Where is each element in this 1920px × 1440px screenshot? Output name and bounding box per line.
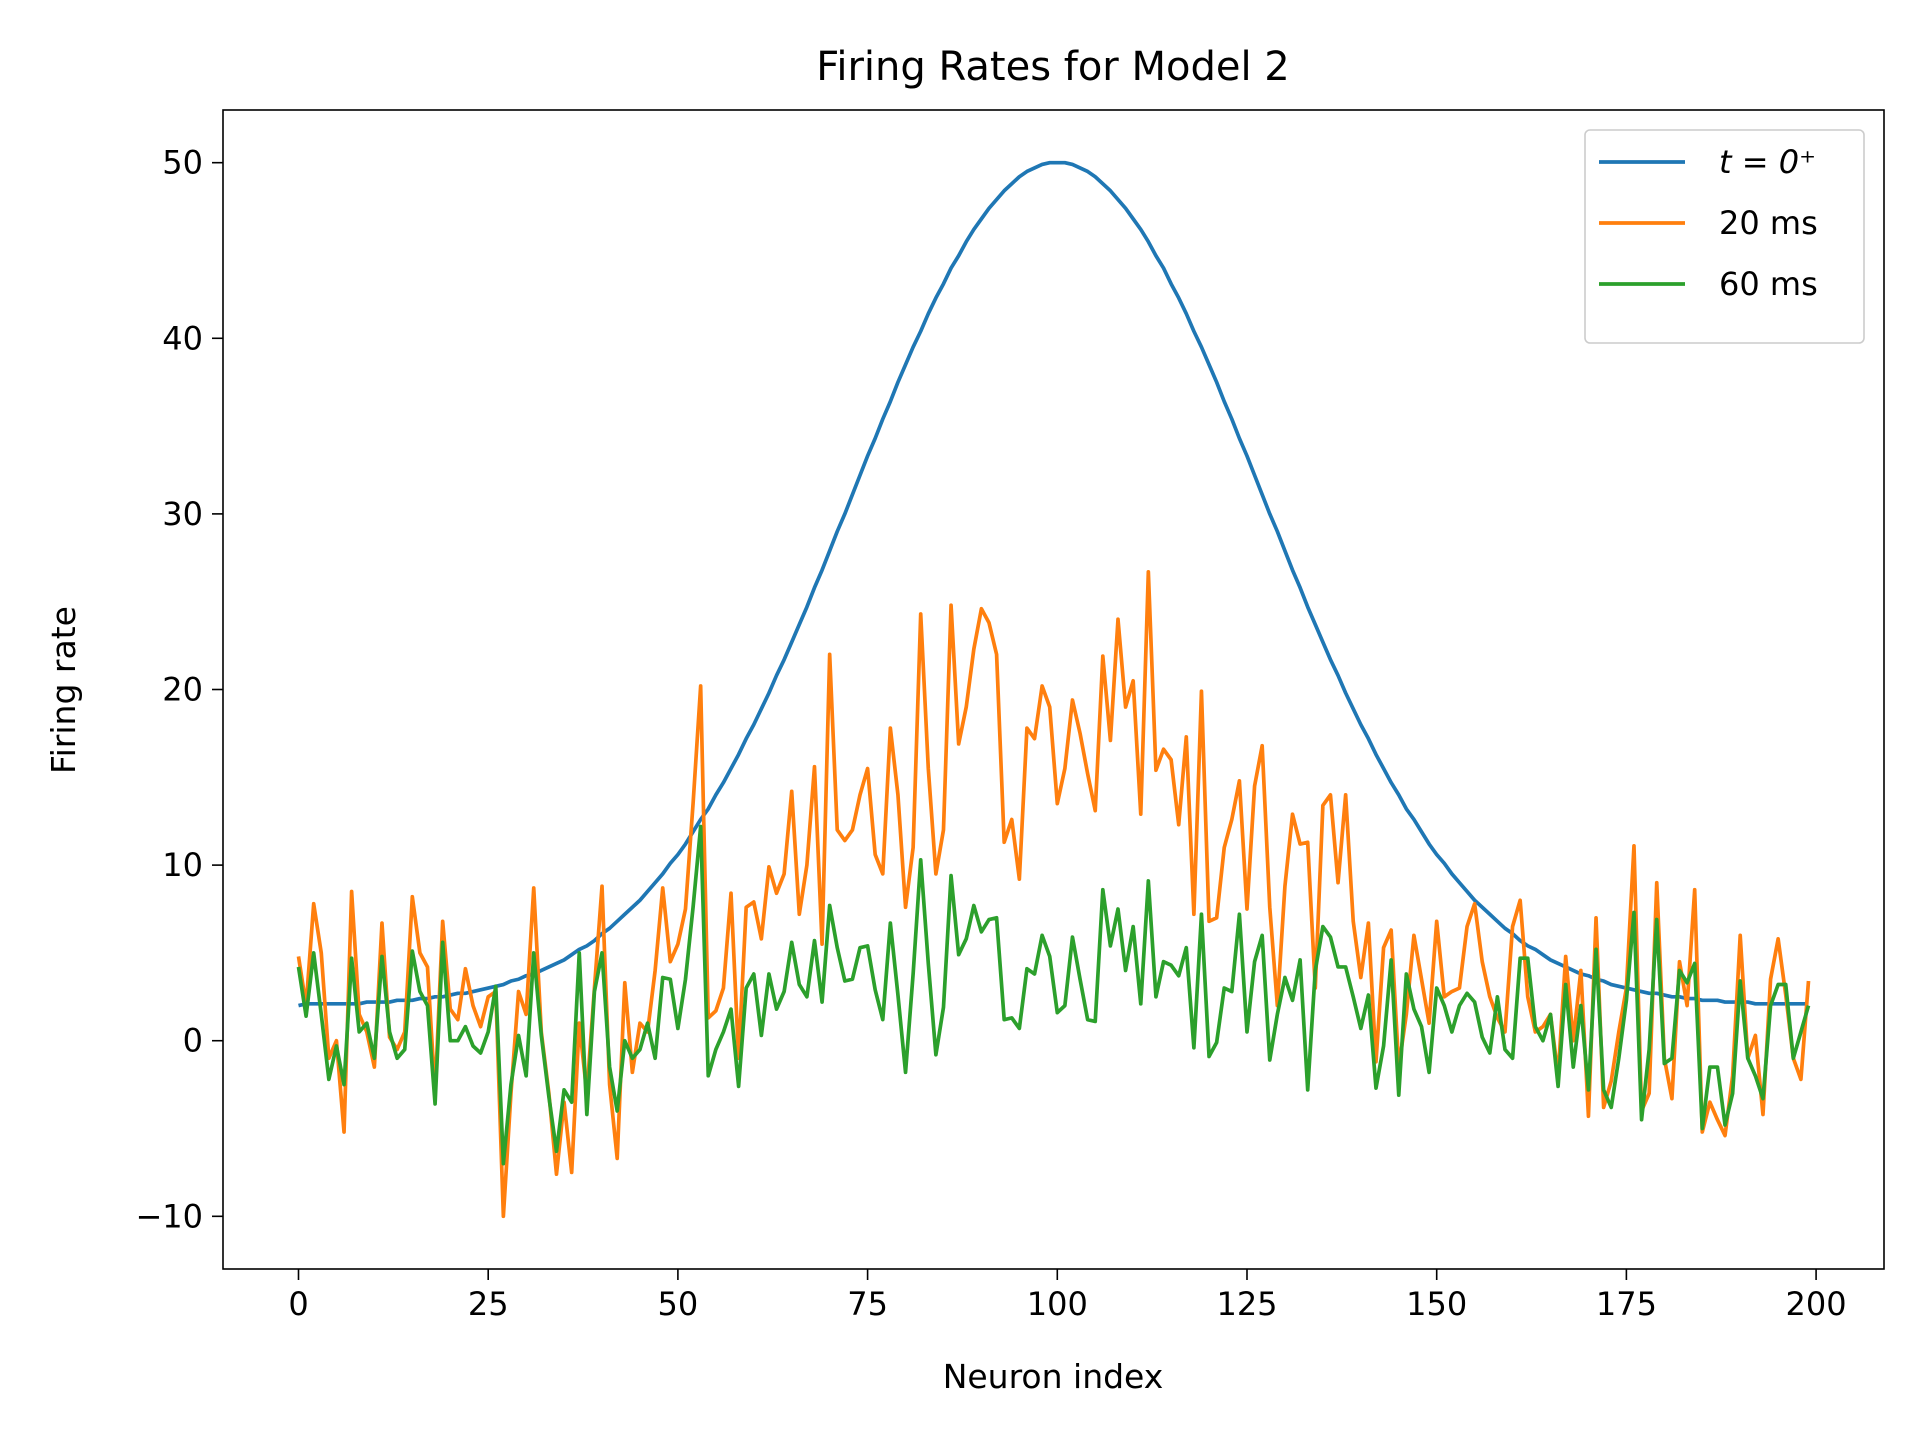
x-tick-label: 0 (288, 1285, 308, 1323)
x-tick-label: 200 (1786, 1285, 1847, 1323)
legend-label: 60 ms (1719, 265, 1818, 303)
y-tick-label: 50 (162, 144, 203, 182)
legend-label: 20 ms (1719, 204, 1818, 242)
y-tick-label: 30 (162, 495, 203, 533)
y-tick-label: 40 (162, 319, 203, 357)
data-line (298, 160, 1809, 1008)
x-tick-label: 175 (1596, 1285, 1657, 1323)
x-tick-label: 125 (1216, 1285, 1277, 1323)
x-tick-label: 25 (468, 1285, 509, 1323)
x-tick-label: 100 (1027, 1285, 1088, 1323)
x-axis-label: Neuron index (943, 1357, 1164, 1396)
y-tick-label: −10 (135, 1197, 203, 1235)
x-tick-label: 75 (847, 1285, 888, 1323)
y-tick-label: 0 (183, 1022, 203, 1060)
chart-title: Firing Rates for Model 2 (816, 44, 1289, 90)
data-line (296, 824, 1811, 1166)
legend-box (1584, 129, 1865, 344)
y-tick-label: 10 (162, 846, 203, 884)
plot-frame (222, 109, 1885, 1270)
y-tick-label: 20 (162, 671, 203, 709)
x-tick-label: 50 (658, 1285, 699, 1323)
x-tick-label: 150 (1406, 1285, 1467, 1323)
legend-label: t = 0⁺ (1719, 143, 1816, 181)
y-axis-label: Firing rate (44, 606, 83, 774)
